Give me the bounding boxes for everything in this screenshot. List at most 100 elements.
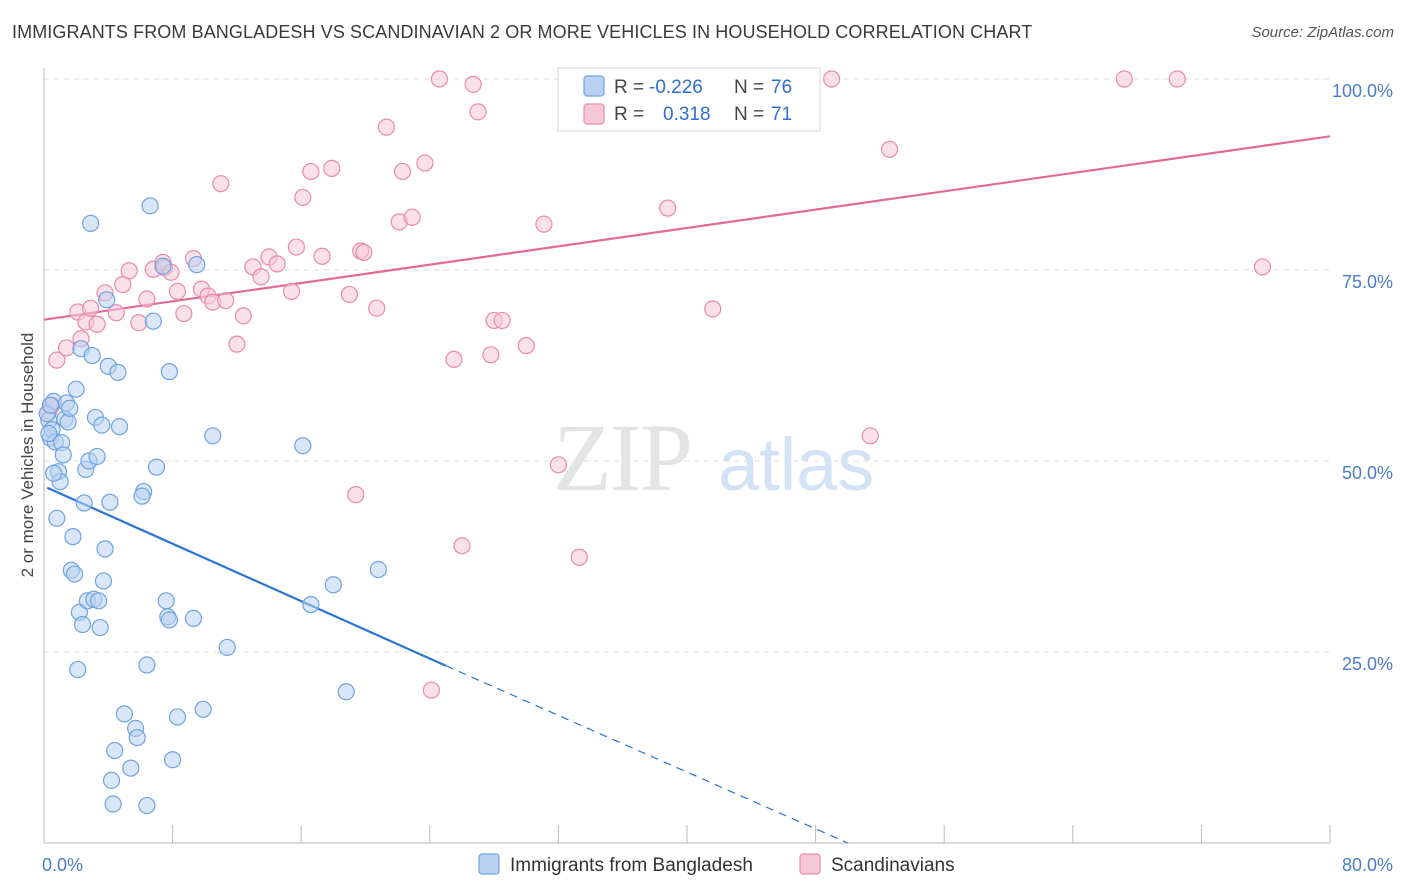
point-bangladesh bbox=[109, 363, 127, 381]
point-scandinavian bbox=[422, 681, 441, 699]
point-scandinavian bbox=[138, 290, 156, 308]
point-scandinavian bbox=[861, 427, 879, 445]
point-bangladesh bbox=[45, 464, 63, 482]
point-scandinavian bbox=[880, 140, 899, 158]
point-scandinavian bbox=[368, 299, 386, 317]
point-bangladesh bbox=[141, 197, 159, 215]
point-bangladesh bbox=[144, 312, 162, 330]
legend: R = -0.226 N = 76 R = 0.318 N = 71 bbox=[557, 67, 821, 132]
legend-swatch-blue bbox=[583, 75, 605, 97]
point-bangladesh bbox=[98, 291, 116, 309]
point-scandinavian bbox=[234, 307, 252, 325]
point-scandinavian bbox=[823, 70, 841, 88]
point-scandinavian bbox=[228, 335, 246, 353]
point-scandinavian bbox=[403, 208, 421, 226]
point-bangladesh bbox=[204, 427, 222, 445]
point-bangladesh bbox=[138, 656, 156, 674]
point-scandinavian bbox=[347, 486, 365, 504]
point-bangladesh bbox=[133, 487, 151, 505]
legend-r-value-1: -0.226 bbox=[649, 77, 703, 98]
point-bangladesh bbox=[324, 576, 342, 594]
point-scandinavian bbox=[175, 304, 193, 323]
point-bangladesh bbox=[65, 565, 84, 583]
point-scandinavian bbox=[517, 337, 535, 355]
point-bangladesh bbox=[73, 615, 92, 634]
point-bangladesh bbox=[294, 437, 312, 455]
point-bangladesh bbox=[101, 493, 119, 511]
point-scandinavian bbox=[323, 159, 341, 177]
legend-n-label-2: N = bbox=[734, 104, 764, 125]
trend-lines bbox=[43, 135, 1331, 844]
point-bangladesh bbox=[88, 447, 106, 466]
point-scandinavian bbox=[570, 548, 588, 566]
point-scandinavian bbox=[704, 300, 722, 318]
point-bangladesh bbox=[157, 592, 175, 610]
point-scandinavian bbox=[130, 314, 148, 332]
y-axis-label: 2 or more Vehicles in Household bbox=[18, 333, 37, 578]
point-bangladesh bbox=[160, 611, 178, 629]
legend-n-label-1: N = bbox=[734, 77, 764, 98]
point-bangladesh bbox=[83, 346, 101, 365]
point-bangladesh bbox=[147, 458, 166, 476]
tick-labels: 25.0% 50.0% 75.0% 100.0% 0.0% 80.0% bbox=[42, 81, 1393, 875]
y-tick-label: 50.0% bbox=[1342, 463, 1393, 483]
legend-n-value-1: 76 bbox=[771, 77, 792, 98]
point-bangladesh bbox=[64, 528, 82, 546]
point-scandinavian bbox=[1168, 70, 1186, 88]
point-scandinavian bbox=[294, 188, 312, 207]
point-scandinavian bbox=[393, 162, 412, 181]
point-bangladesh bbox=[302, 596, 320, 614]
legend-r-label-1: R = bbox=[614, 77, 644, 98]
point-scandinavian bbox=[659, 199, 677, 217]
point-bangladesh bbox=[168, 708, 187, 726]
point-bangladesh bbox=[188, 256, 206, 274]
point-scandinavian bbox=[107, 304, 125, 322]
point-bangladesh bbox=[184, 609, 203, 627]
point-scandinavian bbox=[48, 351, 66, 369]
point-scandinavian bbox=[340, 285, 359, 304]
point-scandinavian bbox=[535, 215, 553, 233]
point-bangladesh bbox=[122, 759, 140, 777]
point-bangladesh bbox=[61, 399, 79, 417]
legend-n-value-2: 71 bbox=[771, 104, 792, 125]
point-bangladesh bbox=[218, 638, 236, 657]
point-scandinavian bbox=[313, 247, 331, 265]
point-scandinavian bbox=[1253, 258, 1272, 276]
point-bangladesh bbox=[154, 257, 172, 275]
point-bangladesh bbox=[48, 509, 66, 527]
trend-line-bangladesh bbox=[46, 486, 447, 667]
y-tick-label: 75.0% bbox=[1342, 272, 1393, 292]
point-scandinavian bbox=[430, 70, 449, 88]
point-scandinavian bbox=[453, 537, 471, 555]
point-bangladesh bbox=[69, 660, 87, 679]
point-bangladesh bbox=[106, 741, 124, 760]
point-bangladesh bbox=[75, 494, 93, 512]
point-scandinavian bbox=[114, 275, 132, 294]
point-bangladesh bbox=[369, 560, 387, 579]
point-bangladesh bbox=[40, 424, 58, 443]
point-scandinavian bbox=[302, 162, 320, 181]
point-bangladesh bbox=[91, 618, 109, 637]
x-tick-label: 80.0% bbox=[1342, 855, 1393, 875]
point-bangladesh bbox=[93, 416, 111, 434]
point-bangladesh bbox=[110, 418, 129, 436]
point-bangladesh bbox=[104, 795, 122, 813]
point-bangladesh bbox=[102, 771, 121, 789]
point-scandinavian bbox=[57, 339, 76, 357]
bottom-legend-label-blue: Immigrants from Bangladesh bbox=[510, 855, 753, 876]
point-bangladesh bbox=[128, 728, 146, 747]
bottom-legend-swatch-pink bbox=[799, 853, 821, 875]
data-points bbox=[38, 70, 1272, 815]
point-bangladesh bbox=[67, 380, 85, 398]
point-bangladesh bbox=[41, 396, 60, 414]
point-scandinavian bbox=[287, 238, 305, 256]
bottom-legend: Immigrants from Bangladesh Scandinavians bbox=[478, 853, 955, 876]
point-scandinavian bbox=[252, 268, 270, 286]
point-scandinavian bbox=[1115, 70, 1133, 88]
point-scandinavian bbox=[268, 255, 286, 273]
source-label: Source: ZipAtlas.com bbox=[1251, 24, 1394, 41]
y-tick-label: 25.0% bbox=[1342, 654, 1393, 674]
point-scandinavian bbox=[82, 299, 100, 317]
point-bangladesh bbox=[115, 705, 133, 723]
